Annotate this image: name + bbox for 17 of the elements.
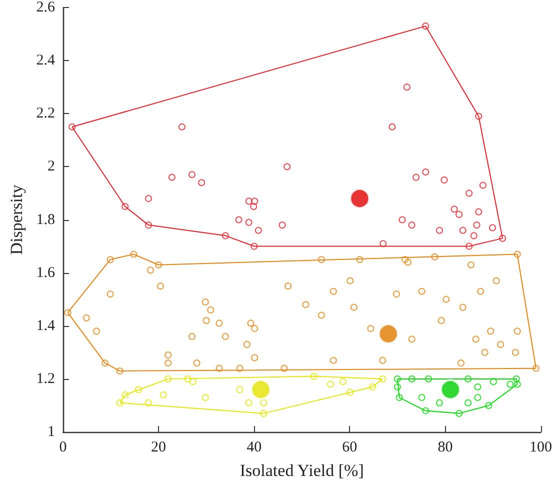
x-tick-label: 60 <box>342 440 358 456</box>
x-tick-label: 40 <box>246 440 262 456</box>
y-tick-label: 1.4 <box>36 318 56 334</box>
y-tick-label: 1.6 <box>36 264 56 281</box>
y-tick-label: 2.4 <box>36 52 56 69</box>
x-tick-label: 100 <box>530 440 552 456</box>
x-axis-title: Isolated Yield [%] <box>240 461 364 480</box>
y-tick-label: 1.2 <box>36 370 55 387</box>
y-tick-label: 2 <box>48 158 55 175</box>
x-tick-label: 0 <box>59 440 67 456</box>
x-tick-label: 20 <box>151 440 166 456</box>
x-tick-label: 80 <box>438 440 453 456</box>
y-tick-label: 1.8 <box>36 212 55 228</box>
y-tick-label: 1 <box>48 424 55 440</box>
y-tick-label: 2.6 <box>36 0 56 16</box>
y-axis-title: Dispersity <box>7 184 26 255</box>
y-tick-label: 2.2 <box>36 106 55 122</box>
